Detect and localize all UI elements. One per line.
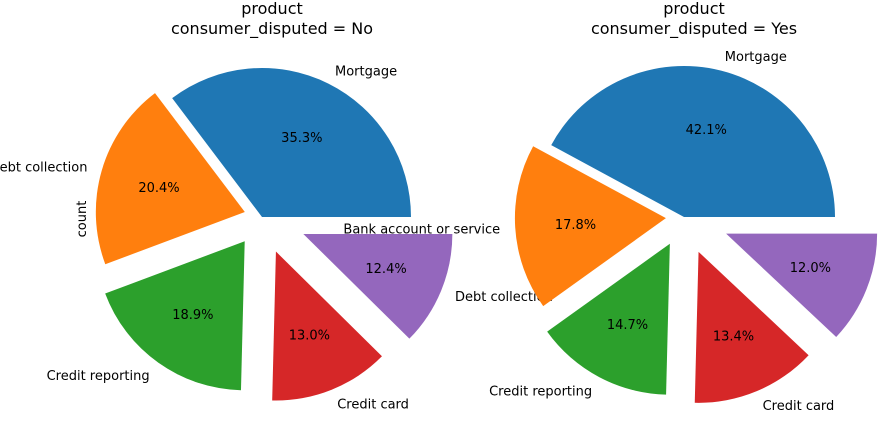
slice-category-label: Mortgage: [725, 50, 787, 65]
slice-category-label: Debt collection: [0, 160, 87, 175]
pie-slice: [272, 251, 382, 401]
y-axis-label: count: [75, 201, 90, 238]
slice-percent-label: 14.7%: [607, 318, 648, 333]
slice-percent-label: 17.8%: [555, 218, 596, 233]
chart-title-yes-line2: consumer_disputed = Yes: [591, 19, 797, 39]
pie-slice: [726, 233, 878, 338]
slice-category-label: Credit card: [763, 399, 835, 414]
pie-slices-no: 35.3% Mortgage 20.4% Debt collection 18.9% Cr…: [0, 64, 553, 412]
pie-slice: [303, 233, 453, 339]
pie-chart-no: product consumer_disputed = No count 35.…: [0, 0, 553, 413]
slice-percent-label: 18.9%: [172, 308, 213, 323]
pie-slice: [172, 68, 411, 217]
slice-percent-label: 13.0%: [289, 328, 330, 343]
chart-title-yes-line1: product: [663, 0, 725, 18]
pie-slice: [514, 146, 666, 307]
chart-title-no-line2: consumer_disputed = No: [171, 19, 373, 39]
pie-slice: [105, 241, 245, 391]
pie-slice: [95, 93, 245, 265]
slice-category-label: Bank account or service: [343, 223, 500, 238]
pie-slice: [694, 251, 809, 403]
chart-title-no-line1: product: [241, 0, 303, 18]
pie-chart-yes: product consumer_disputed = Yes 42.1% Mor…: [343, 0, 878, 414]
slice-category-label: Credit reporting: [47, 369, 150, 384]
pie-slice: [551, 66, 835, 217]
slice-percent-label: 20.4%: [138, 181, 179, 196]
slice-percent-label: 35.3%: [281, 131, 322, 146]
slice-category-label: Credit reporting: [489, 384, 592, 399]
slice-percent-label: 13.4%: [713, 329, 754, 344]
slice-percent-label: 12.4%: [365, 262, 406, 277]
slice-category-label: Debt collection: [455, 290, 553, 305]
slice-percent-label: 42.1%: [686, 123, 727, 138]
slice-percent-label: 12.0%: [790, 261, 831, 276]
pie-slices-yes: 42.1% Mortgage 17.8% Bank account or servic…: [343, 50, 878, 414]
slice-category-label: Credit card: [337, 398, 409, 413]
pie-slice: [547, 243, 670, 395]
slice-category-label: Mortgage: [335, 64, 397, 79]
